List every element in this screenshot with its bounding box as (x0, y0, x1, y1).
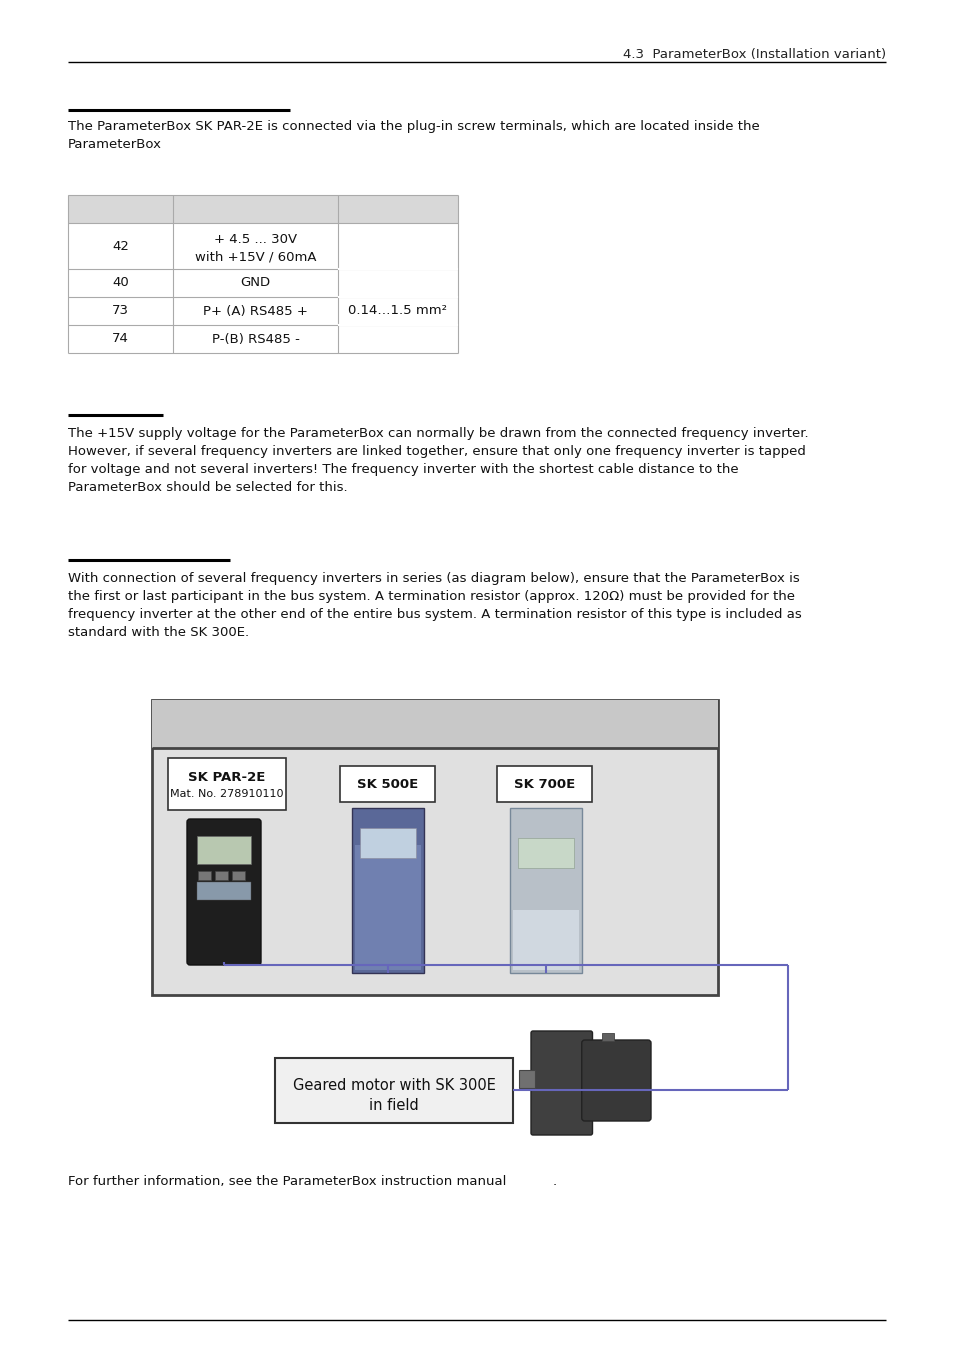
Bar (352, 809, 423, 973)
Text: with +15V / 60mA: with +15V / 60mA (194, 250, 315, 263)
Bar (518, 1071, 535, 1088)
Bar (355, 845, 420, 971)
Text: 40: 40 (112, 277, 129, 289)
FancyBboxPatch shape (531, 1031, 592, 1135)
FancyBboxPatch shape (187, 819, 261, 965)
Text: The ParameterBox SK PAR-2E is connected via the plug-in screw terminals, which a: The ParameterBox SK PAR-2E is connected … (68, 120, 759, 134)
Bar (517, 838, 574, 868)
Bar (152, 701, 718, 995)
Bar (198, 871, 211, 880)
Text: SK PAR-2E: SK PAR-2E (188, 771, 265, 784)
Text: SK 500E: SK 500E (356, 778, 417, 791)
Text: standard with the SK 300E.: standard with the SK 300E. (68, 626, 249, 639)
Text: + 4.5 ... 30V: + 4.5 ... 30V (213, 234, 296, 246)
Bar (196, 836, 251, 864)
Bar (601, 1033, 614, 1041)
Bar (339, 765, 435, 802)
Text: 0.14…1.5 mm²: 0.14…1.5 mm² (348, 305, 447, 317)
Text: Geared motor with SK 300E: Geared motor with SK 300E (293, 1079, 495, 1094)
Bar (359, 828, 416, 859)
Bar (214, 871, 228, 880)
Bar (510, 809, 581, 973)
Text: However, if several frequency inverters are linked together, ensure that only on: However, if several frequency inverters … (68, 446, 805, 458)
Text: 42: 42 (112, 239, 129, 252)
Text: 74: 74 (112, 332, 129, 346)
Text: for voltage and not several inverters! The frequency inverter with the shortest : for voltage and not several inverters! T… (68, 463, 738, 477)
Bar (232, 871, 245, 880)
Text: the first or last participant in the bus system. A termination resistor (approx.: the first or last participant in the bus… (68, 590, 794, 603)
FancyBboxPatch shape (581, 1040, 650, 1120)
Text: frequency inverter at the other end of the entire bus system. A termination resi: frequency inverter at the other end of t… (68, 608, 801, 621)
Bar (274, 1058, 513, 1123)
Bar (196, 882, 251, 900)
Bar (497, 765, 592, 802)
Text: GND: GND (240, 277, 271, 289)
Text: ParameterBox should be selected for this.: ParameterBox should be selected for this… (68, 481, 347, 494)
Bar (68, 194, 457, 223)
Text: For further information, see the ParameterBox instruction manual: For further information, see the Paramet… (68, 1174, 506, 1188)
Text: in field: in field (369, 1098, 418, 1112)
Text: 4.3  ParameterBox (Installation variant): 4.3 ParameterBox (Installation variant) (622, 49, 885, 61)
Text: .: . (553, 1174, 557, 1188)
Text: Mat. No. 278910110: Mat. No. 278910110 (170, 788, 283, 799)
Bar (168, 757, 286, 810)
Text: P-(B) RS485 -: P-(B) RS485 - (212, 332, 299, 346)
Text: 73: 73 (112, 305, 129, 317)
Text: The +15V supply voltage for the ParameterBox can normally be drawn from the conn: The +15V supply voltage for the Paramete… (68, 427, 808, 440)
Text: With connection of several frequency inverters in series (as diagram below), ens: With connection of several frequency inv… (68, 572, 799, 585)
Text: P+ (A) RS485 +: P+ (A) RS485 + (203, 305, 308, 317)
Bar (513, 910, 578, 971)
Text: ParameterBox: ParameterBox (68, 138, 162, 151)
Text: SK 700E: SK 700E (514, 778, 575, 791)
Bar (152, 701, 718, 748)
